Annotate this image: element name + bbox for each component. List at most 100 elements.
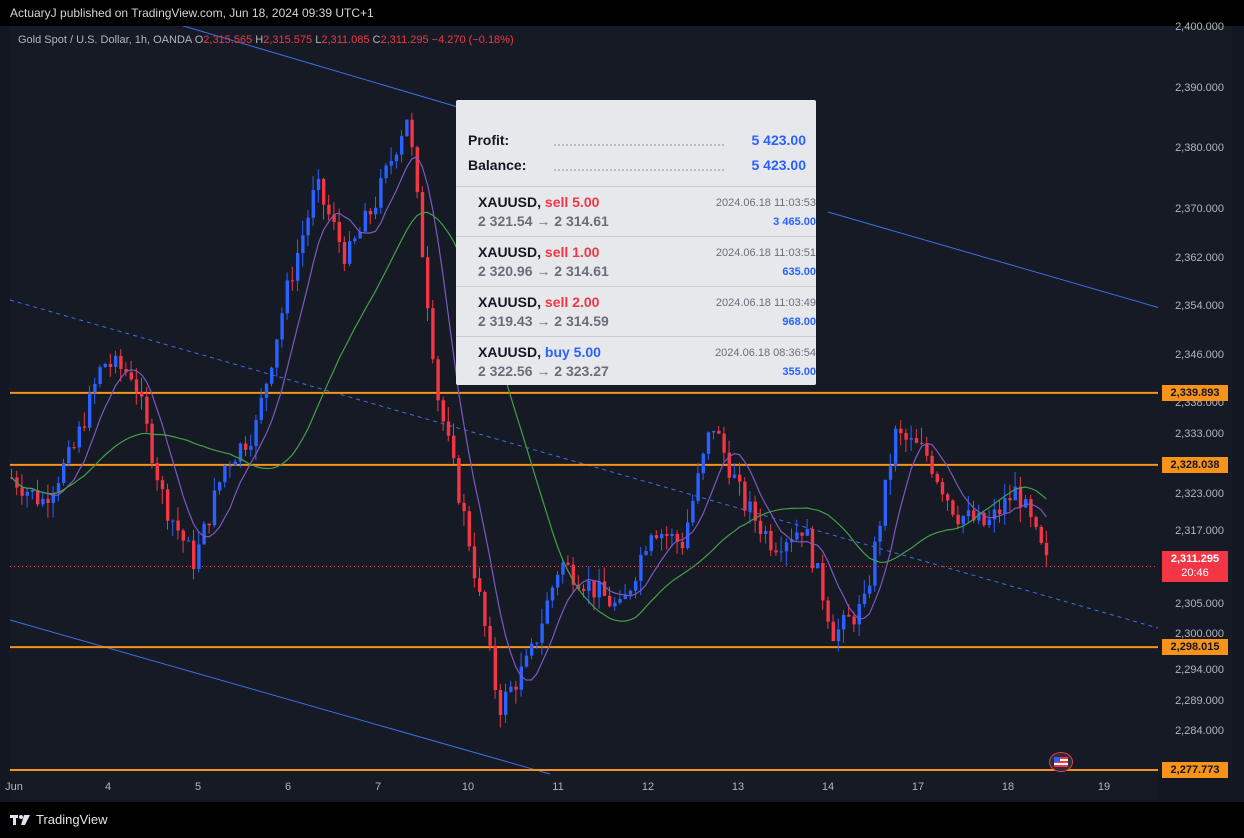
trade-side: sell 5.00 (544, 194, 600, 210)
candle-body (753, 501, 757, 521)
candle-body (498, 689, 503, 716)
trade-pnl: 3 465.00 (773, 216, 816, 228)
candle-body (145, 396, 149, 424)
candle-body (1044, 543, 1049, 556)
trade-pnl: 355.00 (782, 366, 816, 378)
high-value: 2,315.575 (263, 34, 313, 46)
trade-time: 2024.06.18 11:03:51 (715, 247, 816, 259)
price-level-label[interactable]: 2,277.773 (1162, 762, 1228, 778)
price-level-label[interactable]: 2,298.015 (1162, 639, 1228, 656)
candle-body (140, 391, 144, 397)
candle-body (62, 463, 66, 484)
close-value: 2,311.295 (380, 34, 429, 46)
price-axis[interactable]: 2,400.000 2,390.000 2,380.000 2,370.000 2,36… (1158, 21, 1232, 778)
price-tick-label: 2,354.000 (1175, 300, 1224, 313)
trade-prices: 2 321.54 → 2 314.61 (478, 213, 609, 229)
candle-body (738, 474, 742, 482)
candle-body (540, 623, 544, 643)
candle-body (410, 119, 414, 148)
bar-countdown: 20:46 (1181, 567, 1209, 580)
trade-symbol: XAUUSD, buy 5.00 (478, 344, 601, 360)
trade-row: XAUUSD, sell 2.00 2 319.43 → 2 314.59 20… (456, 286, 816, 337)
candle-body (504, 691, 508, 716)
time-tick-label: 18 (1001, 781, 1015, 793)
time-tick-label: 4 (104, 781, 112, 793)
candle-body (342, 241, 347, 264)
candle-body (816, 563, 820, 569)
candle-body (868, 585, 872, 594)
candle-body (259, 397, 263, 421)
candle-body (233, 461, 237, 466)
candle-body (514, 686, 518, 690)
candle-body (306, 217, 310, 236)
candle-body (374, 207, 378, 215)
candle-body (483, 591, 487, 626)
candle-body (696, 473, 700, 501)
candle-body (1018, 486, 1023, 508)
candle-body (519, 666, 523, 690)
candle-body (197, 544, 201, 569)
candle-body (805, 528, 809, 536)
candle-body (285, 280, 289, 314)
trade-results-panel: Profit: 5 423.00 Balance: 5 423.00 XAUUS… (456, 100, 816, 385)
moving-average-slow (11, 211, 1047, 622)
candle-body (712, 430, 716, 433)
price-tick-label: 2,317.000 (1175, 524, 1224, 537)
us-flag-icon[interactable] (1049, 752, 1073, 772)
trade-prices: 2 322.56 → 2 323.27 (478, 363, 609, 379)
price-tick-label: 2,400.000 (1175, 21, 1224, 33)
candle-body (467, 511, 471, 547)
price-level-label[interactable]: 2,339.893 (1162, 384, 1228, 401)
candle-body (358, 231, 362, 239)
symbol-legend: Gold Spot / U.S. Dollar, 1h, OANDA O2,31… (18, 34, 514, 46)
candle-body (72, 447, 76, 449)
candle-body (218, 482, 222, 491)
candle-body (108, 363, 113, 367)
candle-body (566, 562, 570, 565)
brand[interactable]: TradingView (10, 812, 108, 827)
price-tick-label: 2,294.000 (1175, 664, 1224, 677)
candle-body (457, 458, 461, 503)
candle-body (405, 119, 409, 137)
time-tick-label: 6 (284, 781, 292, 793)
candle-body (597, 581, 601, 598)
channel-line-middle (10, 299, 1158, 629)
candle-body (426, 257, 430, 309)
current-price-label[interactable]: 2,311.295 20:46 (1162, 551, 1228, 583)
candle-body (821, 563, 825, 601)
candle-body (852, 616, 856, 625)
price-tick-label: 2,289.000 (1175, 694, 1224, 707)
price-tick-label: 2,305.000 (1175, 597, 1224, 610)
candle-body (654, 535, 659, 539)
candle-body (800, 532, 804, 536)
candle-body (67, 447, 71, 464)
candle-body (192, 540, 196, 569)
candle-body (639, 554, 643, 581)
price-chart[interactable] (10, 26, 1158, 798)
time-axis[interactable]: Jun 4 5 6 7 10 11 12 13 14 17 18 19 (5, 776, 1158, 800)
price-level-label[interactable]: 2,328.038 (1162, 456, 1228, 473)
candle-body (894, 428, 898, 467)
time-tick-label: Jun (5, 781, 23, 793)
candle-body (389, 161, 393, 166)
candle-body (977, 512, 981, 521)
profit-row: Profit: 5 423.00 (468, 132, 806, 152)
candle-body (701, 453, 705, 474)
candle-body (670, 533, 674, 536)
candle-body (535, 642, 539, 644)
candle-body (264, 383, 269, 398)
candle-body (488, 625, 492, 646)
candle-body (722, 433, 726, 453)
candle-body (124, 369, 128, 373)
candle-body (608, 595, 612, 607)
channel-line-upper (181, 26, 496, 119)
candle-body (270, 367, 274, 384)
candle-body (842, 614, 846, 630)
candle-body (795, 532, 799, 540)
candle-body (743, 481, 747, 511)
price-tick-label: 2,380.000 (1175, 142, 1224, 155)
candle-body (561, 562, 565, 575)
candle-body (379, 178, 383, 208)
time-tick-label: 10 (461, 781, 475, 793)
symbol-name: Gold Spot / U.S. Dollar, 1h, OANDA (18, 34, 192, 46)
